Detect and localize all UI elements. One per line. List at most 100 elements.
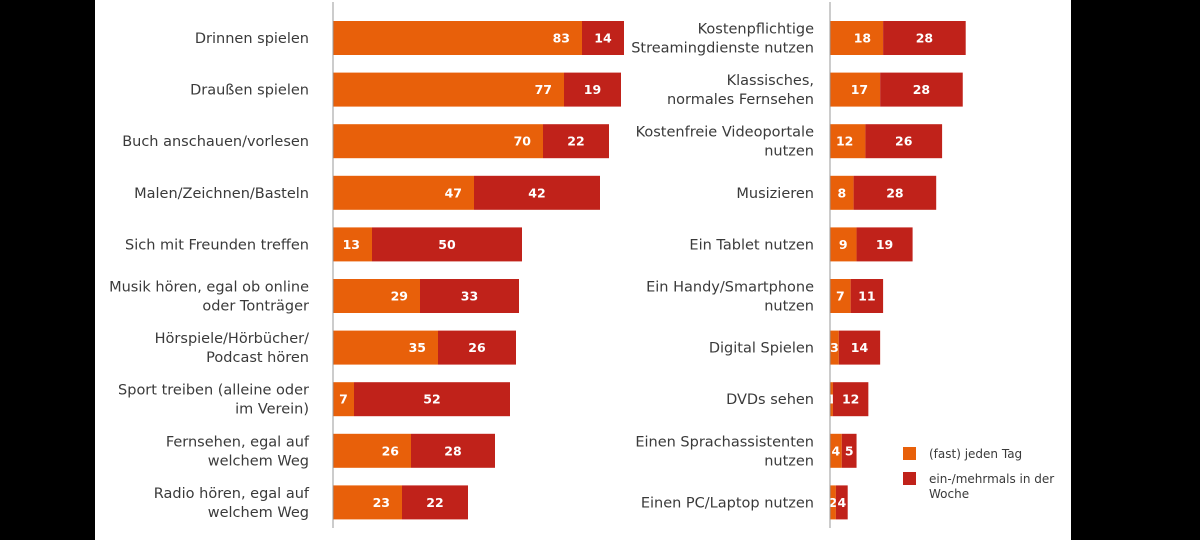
- bar-daily: [830, 227, 857, 262]
- value-label: 4: [832, 443, 841, 458]
- legend-label: (fast) jeden Tag: [929, 447, 1022, 461]
- value-label: 9: [839, 237, 848, 252]
- category-label: Musik hören, egal ob online oder Tonträge…: [109, 280, 309, 315]
- value-label: 19: [584, 82, 601, 97]
- bar-weekly: [543, 124, 609, 159]
- bar-daily: [830, 175, 854, 210]
- legend-label: ein-/mehrmals in der Woche: [929, 472, 1054, 501]
- bar-daily: [333, 382, 354, 417]
- bar-daily: [830, 433, 842, 468]
- bar-daily: [333, 485, 402, 520]
- category-label: Sich mit Freunden treffen: [125, 237, 309, 253]
- value-label: 26: [895, 134, 913, 149]
- value-label: 26: [468, 340, 486, 355]
- bar-daily: [333, 72, 564, 107]
- value-label: 7: [339, 392, 348, 407]
- category-label: Radio hören, egal auf welchem Weg: [154, 486, 310, 521]
- bar-daily: [830, 279, 851, 313]
- bar-daily: [333, 227, 372, 262]
- category-label: Kostenfreie Videoportale nutzen: [636, 125, 814, 160]
- value-label: 23: [373, 495, 390, 510]
- category-label: Kostenpflichtige Streamingdienste nutzen: [631, 22, 814, 57]
- bar-daily: [333, 175, 474, 210]
- category-label: Fernsehen, egal auf welchem Weg: [166, 434, 310, 469]
- value-label: 12: [842, 392, 859, 407]
- value-label: 3: [830, 340, 839, 355]
- value-label: 7: [836, 289, 845, 304]
- value-label: 33: [461, 289, 478, 304]
- bar-weekly: [880, 72, 963, 107]
- category-label: Buch anschauen/vorlesen: [122, 134, 309, 150]
- value-label: 28: [886, 185, 903, 200]
- bar-weekly: [474, 175, 600, 210]
- bar-weekly: [832, 382, 869, 417]
- legend-swatch: [903, 447, 916, 460]
- value-label: 47: [445, 185, 462, 200]
- category-label: Drinnen spielen: [195, 31, 309, 47]
- value-label: 26: [382, 443, 400, 458]
- bar-weekly: [841, 433, 857, 468]
- value-label: 35: [409, 340, 426, 355]
- value-label: 83: [553, 31, 570, 46]
- value-label: 19: [876, 237, 893, 252]
- value-label: 70: [514, 134, 532, 149]
- bar-daily: [830, 21, 884, 55]
- bar-weekly: [372, 227, 522, 262]
- value-label: 1: [827, 392, 836, 407]
- category-label: Draußen spielen: [190, 83, 309, 99]
- value-label: 13: [343, 237, 360, 252]
- value-label: 29: [391, 289, 408, 304]
- value-label: 42: [528, 185, 545, 200]
- bar-daily: [830, 124, 866, 159]
- bar-weekly: [402, 485, 468, 520]
- bar-daily: [333, 124, 543, 159]
- value-label: 14: [851, 340, 869, 355]
- bar-weekly: [411, 433, 495, 468]
- category-label: Malen/Zeichnen/Basteln: [134, 186, 309, 202]
- bar-weekly: [354, 382, 510, 417]
- category-label: Digital Spielen: [709, 341, 814, 357]
- value-label: 52: [423, 392, 440, 407]
- bar-daily: [830, 72, 881, 107]
- value-label: 28: [916, 31, 933, 46]
- value-label: 4: [837, 495, 846, 510]
- value-label: 22: [567, 134, 584, 149]
- bar-weekly: [564, 72, 621, 107]
- value-label: 17: [851, 82, 868, 97]
- value-label: 11: [858, 289, 875, 304]
- category-label: Einen PC/Laptop nutzen: [641, 495, 814, 511]
- chart-panel: Drinnen spielen 83 14 Draußen spielen 77 19 Bu…: [95, 0, 1071, 540]
- category-label: Musizieren: [736, 186, 814, 202]
- value-label: 50: [438, 237, 456, 252]
- bar-daily: [830, 330, 839, 365]
- bar-daily: [333, 433, 411, 468]
- category-label: Ein Tablet nutzen: [689, 237, 814, 253]
- category-label: Einen Sprachassistenten nutzen: [635, 434, 814, 469]
- bar-daily: [333, 21, 582, 55]
- bar-weekly: [856, 227, 913, 262]
- value-label: 5: [845, 443, 854, 458]
- value-label: 2: [829, 495, 838, 510]
- value-label: 12: [836, 134, 853, 149]
- bar-daily: [333, 330, 438, 365]
- bar-weekly: [438, 330, 516, 365]
- bar-daily: [830, 485, 836, 520]
- category-label: Klassisches, normales Fernsehen: [667, 73, 814, 108]
- value-label: 77: [535, 82, 552, 97]
- bar-weekly: [420, 279, 519, 313]
- bar-weekly: [853, 175, 937, 210]
- category-label: Ein Handy/Smartphone nutzen: [646, 280, 814, 315]
- bar-weekly: [883, 21, 966, 55]
- category-label: Sport treiben (alleine oder im Verein): [118, 383, 309, 418]
- category-label: Hörspiele/Hörbücher/Podcast hören: [155, 331, 309, 366]
- category-label: DVDs sehen: [726, 392, 814, 408]
- bar-weekly: [835, 485, 848, 520]
- value-label: 8: [837, 185, 846, 200]
- bar-daily: [830, 382, 833, 417]
- value-label: 28: [444, 443, 461, 458]
- bar-daily: [333, 279, 420, 313]
- bar-weekly: [850, 279, 884, 313]
- value-label: 22: [426, 495, 443, 510]
- bar-weekly: [838, 330, 881, 365]
